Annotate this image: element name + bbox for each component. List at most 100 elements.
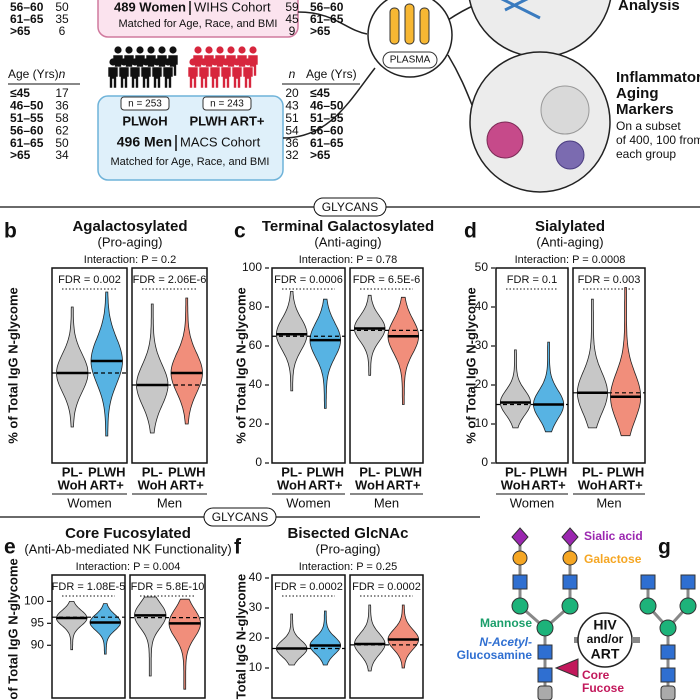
person-head (158, 46, 166, 54)
age-group: >65 (10, 148, 31, 162)
y-tick-label: 80 (249, 299, 263, 313)
group-label: Women (67, 495, 112, 510)
y-axis-label: Total IgG N-glycome (233, 574, 248, 699)
divider-label: GLYCANS (322, 200, 378, 214)
panel-box (349, 574, 424, 699)
cell (486, 121, 524, 159)
mannose-circle (679, 597, 697, 615)
y-tick-label: 0 (481, 455, 488, 469)
markers-title: Aging (616, 85, 659, 102)
y-axis-label: % of Total IgG N-glycome (5, 558, 20, 700)
interaction-label: Interaction: P = 0.0008 (515, 254, 626, 266)
treatment-label: ART (591, 646, 620, 662)
markers-note: each group (616, 147, 676, 161)
plasma-pill (382, 51, 438, 69)
age-group: ≤45 (10, 86, 30, 100)
age-group: >65 (310, 148, 331, 162)
violin (275, 291, 308, 392)
person-head (147, 46, 155, 54)
mannose-circle (659, 619, 677, 637)
violin (309, 298, 342, 409)
cohort-name: MACS Cohort (180, 134, 261, 149)
glcnac-square (537, 644, 553, 660)
x-tick-label: PL- (62, 464, 83, 479)
group-label: Women (286, 495, 331, 510)
count: 58 (55, 111, 69, 125)
legend-label: Core (582, 668, 610, 682)
y-tick-label: 40 (249, 377, 263, 391)
plasma-label: PLASMA (390, 55, 431, 66)
person-head (222, 58, 230, 66)
chart-title: Sialylated (535, 218, 605, 235)
y-tick-label: 10 (249, 660, 263, 674)
x-tick-label: WoH (277, 477, 306, 492)
x-tick-label: ART+ (531, 477, 566, 492)
fdr-label: FDR = 0.0006 (274, 274, 343, 286)
cell (540, 85, 590, 135)
age-group: 51–55 (10, 111, 44, 125)
count: 17 (55, 86, 69, 100)
fdr-label: FDR = 0.003 (578, 274, 641, 286)
connector (282, 67, 376, 139)
group-name: PLWoH (122, 113, 167, 128)
n-pill (202, 96, 252, 111)
age-group: >65 (310, 24, 331, 38)
y-tick-label: 50 (475, 260, 489, 274)
analysis-circle (468, 0, 612, 58)
x-tick-label: WoH (138, 477, 167, 492)
person-head (216, 46, 224, 54)
fucose-triangle (554, 658, 579, 678)
age-group: ≤45 (310, 86, 330, 100)
group-n: n = 243 (210, 99, 244, 110)
glycan-diagram (511, 527, 697, 700)
person-body (187, 66, 199, 89)
connector (447, 54, 473, 106)
n-pill (120, 96, 170, 111)
count: 50 (55, 0, 69, 14)
violin (170, 297, 203, 425)
fdr-label: FDR = 2.06E-6 (133, 274, 207, 286)
person-body (162, 66, 174, 89)
y-tick-label: 0 (255, 455, 262, 469)
person-body (107, 66, 119, 89)
y-tick-label: 30 (475, 338, 489, 352)
violin (90, 291, 123, 437)
age-group: 56–60 (310, 123, 344, 137)
age-group: 61–65 (10, 12, 44, 26)
legend-label: Mannose (480, 616, 532, 630)
count: 43 (285, 99, 299, 113)
count: 36 (55, 99, 69, 113)
chart-subtitle: (Pro-aging) (315, 541, 380, 556)
x-tick-label: PLWH (530, 464, 568, 479)
x-tick-label: PL- (281, 464, 302, 479)
sialic-diamond (561, 527, 579, 547)
interaction-label: Interaction: P = 0.25 (299, 561, 398, 573)
person-head (169, 46, 177, 54)
x-tick-label: ART+ (608, 477, 643, 492)
x-tick-label: PLWH (607, 464, 645, 479)
chart-subtitle: (Anti-aging) (536, 234, 603, 249)
violin (55, 601, 88, 651)
markers-note: On a subset (616, 119, 681, 133)
violin (134, 596, 167, 677)
cohort-note: Matched for Age, Race, and BMI (111, 156, 270, 168)
person-body (140, 66, 152, 89)
violin (499, 349, 532, 429)
chart-title: Terminal Galactosylated (262, 218, 434, 235)
violin (309, 610, 341, 666)
x-tick-label: WoH (58, 477, 87, 492)
chart-title: Core Fucosylated (65, 525, 191, 542)
person-body (231, 66, 243, 89)
mannose-circle (561, 597, 579, 615)
glcnac-square (640, 574, 656, 590)
panel-box (271, 267, 346, 464)
violin (275, 613, 308, 666)
tube (419, 7, 430, 45)
divider-pill (313, 197, 387, 217)
x-tick-label: ART+ (308, 477, 343, 492)
chart-subtitle: (Anti-aging) (314, 234, 381, 249)
cohort-label: 496 Men (117, 134, 172, 150)
group-n: n = 253 (128, 99, 162, 110)
y-tick-label: 90 (31, 637, 45, 651)
